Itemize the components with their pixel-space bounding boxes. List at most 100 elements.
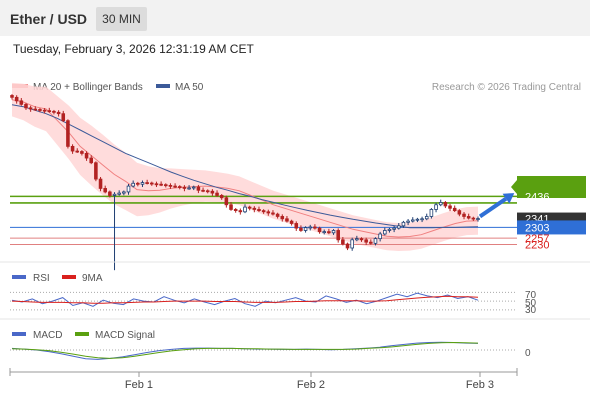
candle-body: [345, 243, 350, 249]
macd-series-1: [11, 341, 479, 359]
rsi-series-1: [11, 295, 479, 304]
candle-body: [438, 202, 443, 206]
candle-body: [434, 204, 438, 210]
candle-body: [182, 186, 187, 189]
candle-body: [24, 103, 28, 109]
candle-body: [52, 110, 56, 113]
candle-body: [424, 216, 429, 220]
candle-body: [257, 209, 261, 212]
candle-body: [289, 220, 294, 224]
legend-label-rsi: RSI: [33, 273, 50, 284]
candle-body: [38, 109, 42, 111]
candle-body: [261, 210, 266, 213]
ma20-line: [11, 99, 479, 238]
candle-body: [327, 231, 331, 234]
candle-body: [117, 192, 121, 195]
candle-body: [336, 230, 340, 241]
candle-body: [350, 239, 354, 249]
candle-body: [420, 218, 424, 221]
candle-body: [66, 120, 70, 147]
candle-body: [322, 231, 327, 234]
candle-body: [28, 107, 33, 110]
x-tick-label-feb1: Feb 1: [125, 379, 153, 391]
candle-body: [173, 185, 177, 188]
candle-body: [285, 218, 289, 222]
candle-body: [341, 239, 345, 245]
candle-body: [396, 225, 401, 229]
candle-body: [476, 218, 480, 220]
candle-body: [84, 152, 89, 159]
candle-body: [75, 150, 80, 153]
legend-label-ma20: MA 20 + Bollinger Bands: [33, 82, 143, 93]
candle-body: [42, 109, 47, 112]
legend-swatch-rsi: [12, 275, 26, 279]
candle-body: [122, 191, 126, 194]
candle-body: [47, 110, 52, 113]
candle-body: [108, 191, 112, 196]
candle-body: [80, 151, 84, 154]
legend-label-macd-signal: MACD Signal: [95, 330, 155, 341]
candle-body: [219, 195, 224, 199]
legend-swatch-macd: [12, 332, 26, 336]
legend-swatch-rsi-ma: [62, 275, 76, 279]
x-tick-label-feb3: Feb 3: [466, 379, 494, 391]
candle-body: [229, 204, 233, 210]
legend-swatch-macd-signal: [75, 332, 89, 336]
legend-label-macd: MACD: [33, 330, 62, 341]
candle-body: [378, 233, 382, 240]
candle-body: [94, 162, 98, 180]
legend-label-rsi-ma: 9MA: [82, 273, 103, 284]
level-label-2303: 2303: [525, 222, 549, 234]
candle-body: [163, 184, 168, 187]
bollinger-band-area: [12, 82, 478, 252]
candle-body: [140, 182, 145, 185]
candle-body: [271, 212, 275, 215]
candle-body: [406, 220, 410, 223]
timeframe-badge[interactable]: 30 MIN: [96, 7, 147, 31]
candle-body: [233, 209, 238, 212]
candle-body: [14, 96, 19, 102]
level-label-2436: 2436: [525, 191, 549, 203]
candle-body: [280, 216, 285, 220]
macd-zero-label: 0: [525, 348, 531, 359]
candle-body: [247, 206, 252, 209]
candle-body: [243, 206, 247, 213]
candle-body: [443, 202, 448, 207]
candle-body: [392, 227, 396, 230]
candle-body: [387, 228, 392, 231]
candle-body: [136, 182, 140, 185]
candle-body: [168, 184, 173, 187]
candle-body: [187, 187, 191, 190]
candle-body: [462, 213, 466, 217]
candle-body: [401, 221, 406, 227]
candle-body: [466, 216, 471, 219]
candle-body: [98, 178, 103, 189]
candle-body: [294, 223, 299, 229]
candle-body: [299, 227, 303, 231]
candle-body: [145, 182, 149, 184]
legend-swatch-ma50: [156, 84, 170, 88]
x-tick-label-feb2: Feb 2: [297, 379, 325, 391]
candle-body: [359, 238, 364, 241]
candle-body: [373, 238, 378, 244]
candle-body: [112, 193, 117, 196]
candle-body: [457, 210, 462, 215]
level-label-2230: 2230: [525, 239, 549, 251]
candle-body: [89, 157, 94, 164]
rsi-series-0: [11, 292, 479, 307]
candle-body: [369, 241, 373, 244]
candle-body: [126, 185, 131, 193]
candle-body: [238, 210, 243, 213]
candle-body: [252, 207, 257, 210]
copyright: Research © 2026 Trading Central: [432, 82, 581, 93]
candle-body: [313, 226, 317, 229]
candle-body: [355, 238, 359, 241]
candle-body: [429, 209, 434, 217]
candle-body: [303, 227, 308, 231]
level-lines: [10, 195, 517, 245]
rsi-legend: RSI 9MA: [12, 273, 103, 284]
macd-legend: MACD MACD Signal: [12, 330, 155, 341]
chart-header: Ether / USD 30 MIN: [0, 0, 590, 36]
